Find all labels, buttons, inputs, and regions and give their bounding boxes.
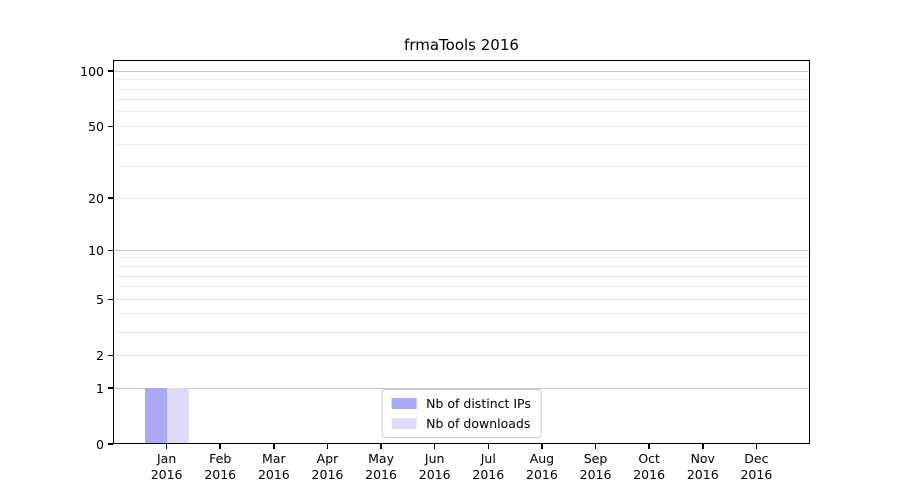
y-tick-mark bbox=[108, 354, 113, 356]
y-tick-label: 100 bbox=[80, 63, 104, 79]
y-tick-label: 50 bbox=[88, 118, 104, 134]
x-tick-mark bbox=[702, 444, 704, 449]
x-tick-mark bbox=[541, 444, 543, 449]
plot-area: Nb of distinct IPs Nb of downloads bbox=[113, 60, 810, 444]
y-tick-label: 1 bbox=[96, 380, 104, 396]
x-tick-label: May 2016 bbox=[365, 451, 397, 482]
y-tick-mark bbox=[108, 70, 113, 72]
y-tick-mark bbox=[108, 298, 113, 300]
gridline-minor bbox=[113, 125, 810, 127]
gridline-minor bbox=[113, 111, 810, 113]
gridline-major bbox=[113, 70, 810, 72]
legend-row: Nb of downloads bbox=[391, 416, 531, 431]
x-tick-label: Sep 2016 bbox=[579, 451, 612, 482]
gridline-minor bbox=[113, 88, 810, 90]
x-tick-label: Jun 2016 bbox=[418, 451, 451, 482]
gridline-minor bbox=[113, 286, 810, 288]
bar-distinct-ips bbox=[144, 388, 167, 444]
y-tick-mark bbox=[108, 443, 113, 445]
x-tick-label: Aug 2016 bbox=[526, 451, 558, 482]
gridline-minor bbox=[113, 354, 810, 356]
gridline-minor bbox=[113, 143, 810, 145]
gridline-major bbox=[113, 249, 810, 251]
gridline-minor bbox=[113, 197, 810, 199]
y-tick-mark bbox=[108, 125, 113, 128]
y-tick-label: 2 bbox=[96, 347, 104, 363]
x-tick-mark bbox=[273, 444, 275, 449]
x-tick-label: Apr 2016 bbox=[311, 451, 344, 482]
x-tick-label: Dec 2016 bbox=[740, 451, 773, 482]
gridline-minor bbox=[113, 313, 810, 315]
x-tick-mark bbox=[755, 444, 758, 449]
x-tick-mark bbox=[380, 444, 382, 449]
gridline-minor bbox=[113, 79, 810, 81]
y-tick-label: 0 bbox=[96, 436, 104, 452]
legend-row: Nb of distinct IPs bbox=[391, 396, 531, 411]
gridline-minor bbox=[113, 166, 810, 168]
gridline-minor bbox=[113, 99, 810, 101]
x-tick-mark bbox=[326, 444, 329, 449]
bar-downloads bbox=[166, 388, 189, 444]
gridline-minor bbox=[113, 257, 810, 259]
legend: Nb of distinct IPs Nb of downloads bbox=[381, 389, 542, 438]
x-tick-mark bbox=[594, 444, 597, 449]
x-tick-mark bbox=[487, 444, 490, 449]
x-tick-label: Jul 2016 bbox=[472, 451, 505, 482]
legend-swatch-downloads bbox=[391, 418, 417, 429]
chart-title: frmaTools 2016 bbox=[404, 36, 519, 54]
x-tick-label: Feb 2016 bbox=[204, 451, 237, 482]
x-tick-label: Nov 2016 bbox=[686, 451, 719, 482]
legend-label: Nb of distinct IPs bbox=[426, 396, 531, 411]
y-tick-mark bbox=[108, 249, 113, 252]
gridline-minor bbox=[113, 275, 810, 277]
legend-label: Nb of downloads bbox=[426, 416, 531, 431]
x-tick-mark bbox=[648, 444, 650, 449]
x-tick-label: Mar 2016 bbox=[257, 451, 290, 482]
y-tick-label: 10 bbox=[88, 242, 104, 258]
x-tick-label: Oct 2016 bbox=[633, 451, 666, 482]
y-tick-label: 20 bbox=[88, 190, 104, 206]
gridline-major bbox=[113, 387, 810, 389]
legend-swatch-distinct-ips bbox=[391, 398, 417, 409]
plot-frame bbox=[113, 60, 810, 444]
x-tick-mark bbox=[165, 444, 168, 449]
x-tick-mark bbox=[219, 444, 221, 449]
gridline-minor bbox=[113, 331, 810, 333]
gridline-minor bbox=[113, 298, 810, 300]
x-tick-mark bbox=[433, 444, 436, 449]
gridline-minor bbox=[113, 266, 810, 267]
y-tick-label: 5 bbox=[96, 291, 104, 307]
y-tick-mark bbox=[108, 197, 113, 199]
x-tick-label: Jan 2016 bbox=[150, 451, 183, 482]
y-tick-mark bbox=[108, 387, 113, 389]
